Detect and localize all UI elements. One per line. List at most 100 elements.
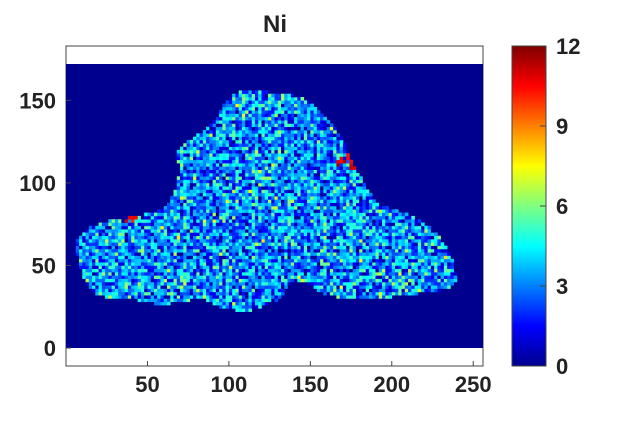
heatmap-cell — [352, 206, 357, 210]
heatmap-cell — [281, 106, 285, 111]
heatmap-cell — [131, 225, 135, 230]
heatmap-cell — [176, 219, 181, 223]
heatmap-cell — [170, 212, 174, 217]
heatmap-cell — [248, 113, 252, 118]
heatmap-cell — [215, 199, 220, 203]
heatmap-cell — [271, 143, 275, 147]
heatmap-cell — [121, 255, 125, 260]
heatmap-cell — [294, 248, 298, 253]
heatmap-cell — [267, 123, 272, 128]
heatmap-cell — [313, 255, 318, 260]
heatmap-cell — [329, 189, 334, 194]
heatmap-cell — [404, 215, 409, 220]
heatmap-cell — [421, 235, 425, 240]
heatmap-cell — [404, 239, 409, 243]
heatmap-cell — [401, 275, 406, 279]
heatmap-cell — [274, 242, 279, 246]
heatmap-cell — [212, 281, 217, 286]
heatmap-cell — [290, 252, 295, 256]
heatmap-cell — [382, 219, 386, 223]
heatmap-cell — [271, 139, 275, 144]
heatmap-cell — [398, 262, 402, 266]
heatmap-cell — [258, 163, 262, 167]
heatmap-cell — [245, 301, 249, 306]
heatmap-cell — [199, 229, 204, 233]
heatmap-cell — [206, 166, 210, 170]
heatmap-cell — [388, 295, 393, 299]
heatmap-cell — [424, 242, 428, 246]
heatmap-cell — [290, 156, 295, 161]
heatmap-cell — [235, 239, 239, 243]
heatmap-cell — [209, 248, 213, 253]
heatmap-cell — [193, 281, 197, 286]
heatmap-cell — [264, 100, 269, 104]
heatmap-cell — [189, 159, 194, 164]
heatmap-cell — [274, 169, 279, 174]
heatmap-cell — [349, 159, 353, 164]
heatmap-cell — [281, 123, 285, 128]
heatmap-cell — [157, 278, 161, 283]
heatmap-cell — [144, 272, 148, 276]
heatmap-cell — [166, 301, 171, 306]
heatmap-cell — [258, 265, 262, 270]
heatmap-cell — [450, 281, 454, 286]
heatmap-cell — [261, 116, 266, 121]
heatmap-cell — [183, 199, 187, 203]
heatmap-cell — [297, 252, 301, 256]
heatmap-cell — [408, 255, 412, 260]
heatmap-cell — [183, 235, 187, 240]
heatmap-cell — [121, 252, 125, 256]
heatmap-cell — [281, 235, 285, 240]
heatmap-cell — [307, 248, 311, 253]
heatmap-cell — [222, 126, 226, 131]
heatmap-cell — [401, 268, 406, 273]
heatmap-cell — [378, 265, 383, 270]
heatmap-cell — [300, 116, 305, 121]
heatmap-cell — [235, 275, 239, 279]
heatmap-cell — [261, 133, 266, 137]
heatmap-cell — [140, 255, 145, 260]
heatmap-cell — [225, 225, 230, 230]
heatmap-cell — [362, 242, 367, 246]
heatmap-cell — [92, 242, 96, 246]
heatmap-cell — [254, 126, 259, 131]
heatmap-cell — [349, 202, 353, 207]
heatmap-cell — [375, 285, 380, 289]
heatmap-cell — [313, 153, 318, 157]
heatmap-cell — [391, 291, 396, 296]
heatmap-cell — [313, 285, 318, 289]
heatmap-cell — [300, 146, 305, 151]
heatmap-cell — [232, 126, 236, 131]
heatmap-cell — [277, 225, 282, 230]
heatmap-cell — [248, 305, 252, 309]
heatmap-cell — [424, 258, 428, 263]
heatmap-cell — [274, 136, 279, 141]
heatmap-cell — [127, 278, 132, 283]
heatmap-cell — [284, 153, 288, 157]
heatmap-cell — [232, 272, 236, 276]
heatmap-cell — [251, 172, 256, 177]
heatmap-cell — [359, 248, 363, 253]
x-tick-label: 100 — [211, 372, 248, 397]
heatmap-cell — [274, 123, 279, 128]
heatmap-cell — [430, 275, 435, 279]
heatmap-cell — [235, 215, 239, 220]
heatmap-cell — [437, 262, 441, 266]
heatmap-cell — [212, 123, 217, 128]
heatmap-cell — [300, 192, 305, 197]
heatmap-cell — [313, 139, 318, 144]
heatmap-cell — [127, 229, 132, 233]
heatmap-cell — [333, 146, 337, 151]
heatmap-cell — [339, 278, 344, 283]
heatmap-cell — [261, 295, 266, 299]
heatmap-cell — [411, 215, 415, 220]
heatmap-cell — [437, 275, 441, 279]
heatmap-cell — [421, 232, 425, 237]
heatmap-cell — [258, 149, 262, 154]
heatmap-cell — [297, 149, 301, 154]
heatmap-cell — [186, 275, 191, 279]
heatmap-cell — [153, 229, 158, 233]
heatmap-cell — [424, 278, 428, 283]
heatmap-cell — [225, 258, 230, 263]
